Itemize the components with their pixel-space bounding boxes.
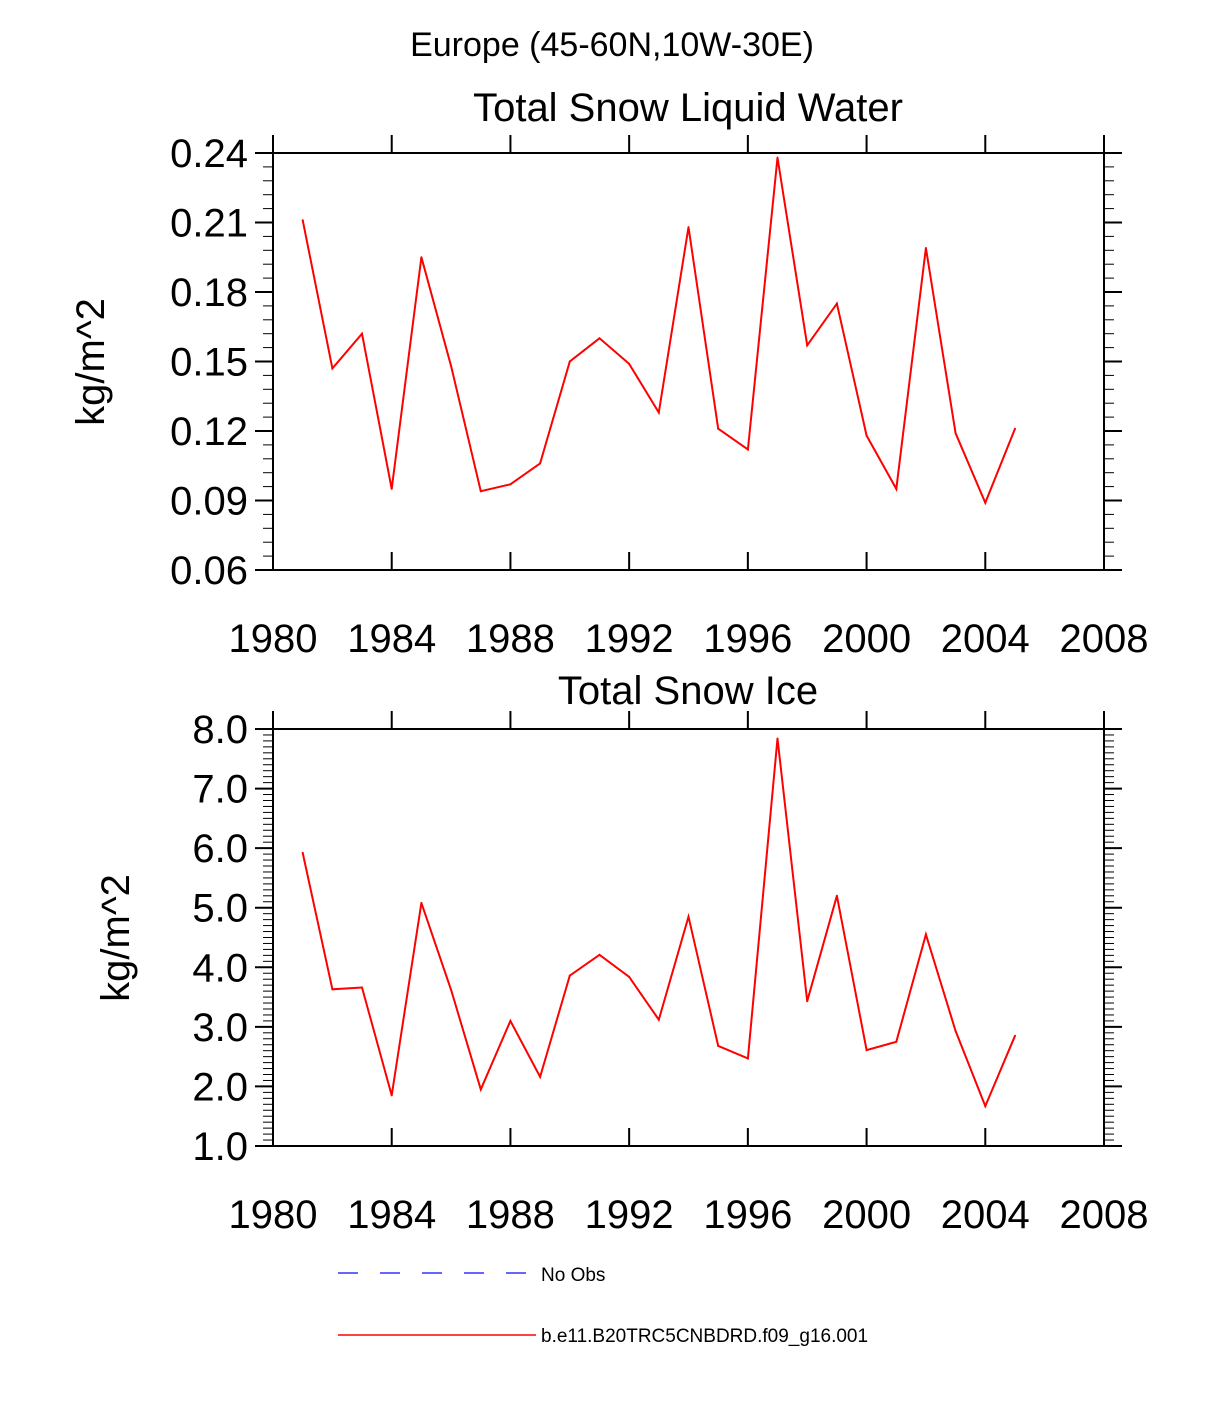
- series-line: [301, 157, 1016, 506]
- data-point: [865, 434, 868, 437]
- data-point: [687, 226, 690, 229]
- x-tick-label: 1992: [585, 1193, 674, 1237]
- x-tick-label: 2008: [1060, 617, 1149, 661]
- data-point: [924, 247, 927, 249]
- y-axis-label: kg/m^2: [69, 298, 113, 426]
- figure-title: Europe (45-60N,10W-30E): [410, 26, 814, 64]
- y-tick-label: 0.06: [170, 549, 248, 593]
- series-line: [301, 738, 1016, 1109]
- x-tick-label: 1992: [585, 617, 674, 661]
- data-point: [806, 1000, 809, 1003]
- y-tick-label: 0.24: [170, 132, 248, 176]
- data-point: [361, 986, 363, 989]
- x-tick-label: 1988: [466, 617, 555, 661]
- data-point: [835, 894, 838, 897]
- data-point: [301, 219, 304, 222]
- data-point: [895, 487, 898, 490]
- data-point: [717, 1044, 720, 1047]
- chart-title: Total Snow Ice: [558, 669, 818, 713]
- chart-title: Total Snow Liquid Water: [473, 86, 903, 130]
- data-point: [1014, 1034, 1016, 1037]
- y-axis-label: kg/m^2: [94, 874, 138, 1002]
- legend-label-model: b.e11.B20TRC5CNBDRD.f09_g16.001: [541, 1326, 868, 1347]
- data-point: [776, 737, 779, 740]
- y-tick-label: 5.0: [192, 887, 248, 931]
- data-point: [954, 432, 957, 435]
- y-tick-label: 0.15: [170, 341, 248, 385]
- x-tick-label: 1980: [229, 617, 318, 661]
- plot-frame: [272, 152, 1105, 571]
- data-point: [806, 344, 809, 347]
- data-point: [984, 1105, 987, 1108]
- x-tick-label: 2008: [1060, 1193, 1149, 1237]
- data-point: [895, 1040, 898, 1043]
- data-point: [509, 483, 512, 486]
- data-point: [509, 1019, 512, 1022]
- y-tick-label: 0.21: [170, 202, 248, 246]
- data-point: [331, 988, 334, 991]
- data-point: [924, 933, 927, 936]
- data-point: [331, 367, 334, 370]
- y-tick-label: 6.0: [192, 827, 248, 871]
- data-point: [568, 974, 571, 977]
- data-point: [717, 427, 720, 430]
- x-tick-label: 1988: [466, 1193, 555, 1237]
- y-tick-label: 2.0: [192, 1065, 248, 1109]
- x-tick-label: 1996: [703, 617, 792, 661]
- legend-label-no-obs: No Obs: [541, 1265, 605, 1286]
- data-point: [865, 1049, 868, 1052]
- data-point: [420, 256, 423, 259]
- x-tick-label: 1984: [347, 617, 436, 661]
- data-point: [687, 915, 690, 918]
- chart-snow-liquid-water: Total Snow Liquid Water kg/m^2 1980 1984 1…: [69, 86, 1148, 661]
- data-point: [390, 487, 393, 490]
- data-point: [450, 365, 453, 368]
- y-tick-label: 7.0: [192, 768, 248, 812]
- data-point: [954, 1030, 957, 1032]
- data-point: [598, 337, 601, 340]
- x-tick-label: 2000: [822, 1193, 911, 1237]
- data-point: [479, 1088, 482, 1091]
- y-tick-label: 3.0: [192, 1006, 248, 1050]
- data-point: [776, 156, 779, 159]
- y-tick-label: 4.0: [192, 946, 248, 990]
- data-point: [746, 1057, 749, 1060]
- x-tick-label: 2000: [822, 617, 911, 661]
- data-point: [657, 1018, 660, 1021]
- data-point: [479, 490, 482, 493]
- x-tick-label: 1996: [703, 1193, 792, 1237]
- x-tick-label: 1980: [229, 1193, 318, 1237]
- data-point: [539, 1075, 542, 1078]
- data-point: [568, 360, 571, 363]
- data-point: [390, 1094, 393, 1097]
- chart-snow-ice: Total Snow Ice kg/m^2 1980 1984 1988 1992 19…: [94, 669, 1148, 1237]
- data-point: [301, 851, 304, 854]
- data-point: [420, 901, 423, 904]
- data-point: [657, 411, 660, 414]
- data-point: [984, 501, 987, 504]
- data-point: [361, 332, 363, 335]
- data-point: [628, 362, 631, 365]
- y-tick-label: 1.0: [192, 1125, 248, 1169]
- x-tick-label: 2004: [941, 1193, 1030, 1237]
- x-tick-label: 2004: [941, 617, 1030, 661]
- data-point: [539, 462, 542, 465]
- data-point: [746, 448, 749, 451]
- x-tick-label: 1984: [347, 1193, 436, 1237]
- data-point: [598, 953, 601, 956]
- y-tick-label: 0.09: [170, 480, 248, 524]
- y-tick-label: 8.0: [192, 708, 248, 752]
- y-tick-label: 0.18: [170, 271, 248, 315]
- data-point: [628, 975, 631, 978]
- data-point: [1014, 427, 1016, 430]
- data-point: [450, 988, 453, 991]
- data-point: [835, 302, 838, 305]
- plot-frame: [272, 728, 1105, 1147]
- legend: No Obs b.e11.B20TRC5CNBDRD.f09_g16.001: [338, 1265, 868, 1347]
- y-tick-label: 0.12: [170, 410, 248, 454]
